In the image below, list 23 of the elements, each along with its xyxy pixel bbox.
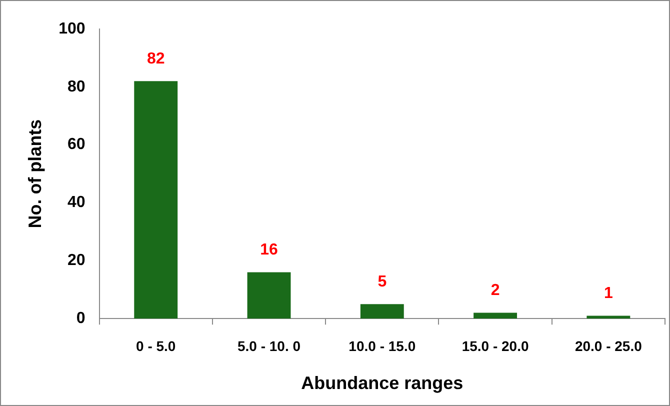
data-label: 5 [378,274,387,291]
y-tick-label: 80 [68,78,86,96]
data-label: 1 [604,285,613,302]
x-tick-label: 0 - 5.0 [136,338,176,354]
bar [247,272,291,319]
x-tick-label: 5.0 - 10. 0 [237,338,301,354]
x-tick-label: 10.0 - 15.0 [348,338,416,354]
y-tick-label: 100 [58,20,86,38]
y-tick-label: 60 [68,136,86,154]
bar [474,312,518,319]
y-axis-title: No. of plants [24,119,45,228]
y-tick-label: 40 [68,194,86,212]
y-tick-label: 20 [68,252,86,270]
data-label: 16 [260,242,278,259]
x-axis-title: Abundance ranges [301,373,464,394]
data-label: 82 [146,50,165,68]
data-label: 2 [490,282,500,300]
x-tick-label: 15.0 - 20.0 [462,338,529,354]
bar [586,316,630,319]
bar [360,304,404,319]
x-tick-label: 20.0 - 25.0 [574,338,642,354]
bar [134,81,178,319]
y-tick-label: 0 [76,310,86,328]
